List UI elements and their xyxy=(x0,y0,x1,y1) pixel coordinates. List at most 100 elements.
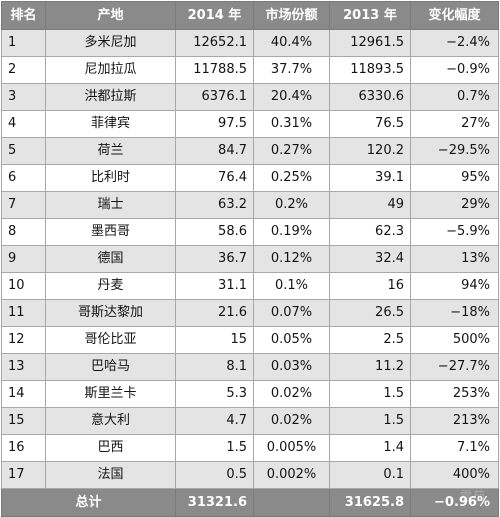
cell-share: 0.19% xyxy=(253,218,330,246)
cell-change: −0.9% xyxy=(410,56,499,84)
cell-change: 95% xyxy=(410,164,499,192)
cell-place: 意大利 xyxy=(45,407,176,435)
table-row: 9 德国 36.7 0.12% 32.4 13% xyxy=(1,245,499,273)
cell-change: −2.4% xyxy=(410,29,499,57)
cell-place: 荷兰 xyxy=(45,137,176,165)
table-row: 11 哥斯达黎加 21.6 0.07% 26.5 −18% xyxy=(1,299,499,327)
cell-2013: 62.3 xyxy=(329,218,411,246)
header-place: 产地 xyxy=(45,1,176,30)
cell-rank: 6 xyxy=(1,164,46,192)
cell-2013: 6330.6 xyxy=(329,83,411,111)
table-row: 13 巴哈马 8.1 0.03% 11.2 −27.7% xyxy=(1,353,499,381)
header-row: 排名 产地 2014 年 市场份额 2013 年 变化幅度 xyxy=(1,1,499,30)
cell-share: 0.25% xyxy=(253,164,330,192)
total-share xyxy=(253,488,330,517)
cell-2013: 12961.5 xyxy=(329,29,411,57)
cell-2013: 0.1 xyxy=(329,461,411,489)
total-label: 总计 xyxy=(1,488,176,517)
cell-2013: 39.1 xyxy=(329,164,411,192)
cell-rank: 14 xyxy=(1,380,46,408)
cell-share: 20.4% xyxy=(253,83,330,111)
cell-2014: 76.4 xyxy=(175,164,254,192)
total-2014: 31321.6 xyxy=(175,488,254,517)
cell-share: 0.31% xyxy=(253,110,330,138)
cell-rank: 9 xyxy=(1,245,46,273)
cell-place: 哥伦比亚 xyxy=(45,326,176,354)
cell-2013: 32.4 xyxy=(329,245,411,273)
cell-share: 0.2% xyxy=(253,191,330,219)
total-row: 总计 31321.6 31625.8 −0.96% xyxy=(1,488,499,517)
cell-2014: 4.7 xyxy=(175,407,254,435)
cell-2014: 8.1 xyxy=(175,353,254,381)
cell-2014: 12652.1 xyxy=(175,29,254,57)
table-row: 2 尼加拉瓜 11788.5 37.7% 11893.5 −0.9% xyxy=(1,56,499,84)
cell-change: −18% xyxy=(410,299,499,327)
table-row: 6 比利时 76.4 0.25% 39.1 95% xyxy=(1,164,499,192)
cell-2014: 11788.5 xyxy=(175,56,254,84)
cell-share: 0.27% xyxy=(253,137,330,165)
cell-2014: 36.7 xyxy=(175,245,254,273)
table-row: 17 法国 0.5 0.002% 0.1 400% xyxy=(1,461,499,489)
cell-rank: 1 xyxy=(1,29,46,57)
cell-share: 0.02% xyxy=(253,407,330,435)
cell-place: 尼加拉瓜 xyxy=(45,56,176,84)
cell-2014: 58.6 xyxy=(175,218,254,246)
cell-change: 213% xyxy=(410,407,499,435)
cell-share: 40.4% xyxy=(253,29,330,57)
cell-2013: 2.5 xyxy=(329,326,411,354)
header-share: 市场份额 xyxy=(253,1,330,30)
cell-2014: 5.3 xyxy=(175,380,254,408)
cell-place: 菲律宾 xyxy=(45,110,176,138)
cell-rank: 7 xyxy=(1,191,46,219)
cell-rank: 11 xyxy=(1,299,46,327)
header-2013: 2013 年 xyxy=(329,1,411,30)
cell-change: −27.7% xyxy=(410,353,499,381)
cell-place: 巴哈马 xyxy=(45,353,176,381)
cell-share: 0.12% xyxy=(253,245,330,273)
cell-2014: 15 xyxy=(175,326,254,354)
cell-2013: 1.4 xyxy=(329,434,411,462)
cell-rank: 4 xyxy=(1,110,46,138)
cell-place: 斯里兰卡 xyxy=(45,380,176,408)
cell-place: 瑞士 xyxy=(45,191,176,219)
cell-rank: 5 xyxy=(1,137,46,165)
table-row: 8 墨西哥 58.6 0.19% 62.3 −5.9% xyxy=(1,218,499,246)
cell-2014: 97.5 xyxy=(175,110,254,138)
cell-rank: 15 xyxy=(1,407,46,435)
cell-share: 0.07% xyxy=(253,299,330,327)
cell-rank: 2 xyxy=(1,56,46,84)
table-row: 3 洪都拉斯 6376.1 20.4% 6330.6 0.7% xyxy=(1,83,499,111)
cell-rank: 10 xyxy=(1,272,46,300)
cell-rank: 17 xyxy=(1,461,46,489)
cell-2013: 1.5 xyxy=(329,380,411,408)
cell-2014: 0.5 xyxy=(175,461,254,489)
cell-change: 27% xyxy=(410,110,499,138)
table-row: 14 斯里兰卡 5.3 0.02% 1.5 253% xyxy=(1,380,499,408)
cell-share: 0.02% xyxy=(253,380,330,408)
cell-share: 37.7% xyxy=(253,56,330,84)
cell-place: 多米尼加 xyxy=(45,29,176,57)
header-2014: 2014 年 xyxy=(175,1,254,30)
cell-share: 0.002% xyxy=(253,461,330,489)
cell-place: 法国 xyxy=(45,461,176,489)
watermark: 雪茄 xyxy=(459,489,486,503)
table-body: 1 多米尼加 12652.1 40.4% 12961.5 −2.4% 2 尼加拉瓜 11788.… xyxy=(1,29,499,489)
table-row: 7 瑞士 63.2 0.2% 49 29% xyxy=(1,191,499,219)
cell-2013: 76.5 xyxy=(329,110,411,138)
cell-rank: 8 xyxy=(1,218,46,246)
cell-place: 比利时 xyxy=(45,164,176,192)
table-row: 12 哥伦比亚 15 0.05% 2.5 500% xyxy=(1,326,499,354)
cell-2013: 11.2 xyxy=(329,353,411,381)
cell-change: 253% xyxy=(410,380,499,408)
cell-2014: 1.5 xyxy=(175,434,254,462)
cell-place: 墨西哥 xyxy=(45,218,176,246)
cell-2014: 63.2 xyxy=(175,191,254,219)
table-row: 1 多米尼加 12652.1 40.4% 12961.5 −2.4% xyxy=(1,29,499,57)
cell-change: −5.9% xyxy=(410,218,499,246)
cell-share: 0.005% xyxy=(253,434,330,462)
table-row: 5 荷兰 84.7 0.27% 120.2 −29.5% xyxy=(1,137,499,165)
cell-rank: 12 xyxy=(1,326,46,354)
cell-2013: 120.2 xyxy=(329,137,411,165)
cell-rank: 16 xyxy=(1,434,46,462)
cell-place: 巴西 xyxy=(45,434,176,462)
